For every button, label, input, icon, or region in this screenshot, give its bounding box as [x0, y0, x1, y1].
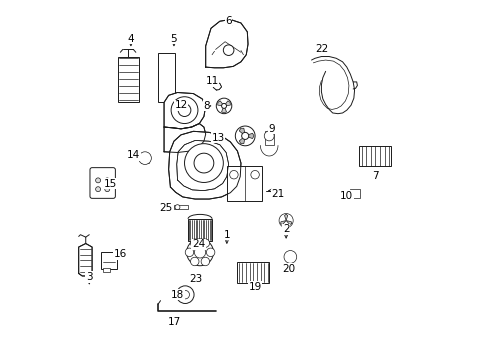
Polygon shape [79, 243, 92, 276]
Text: 17: 17 [167, 317, 180, 327]
Circle shape [221, 103, 226, 108]
Text: 7: 7 [371, 171, 378, 181]
Text: 3: 3 [86, 272, 92, 282]
Polygon shape [244, 133, 253, 139]
Polygon shape [221, 106, 226, 113]
Text: 9: 9 [268, 124, 275, 134]
Text: 13: 13 [211, 133, 224, 143]
Polygon shape [164, 93, 205, 129]
Text: 10: 10 [340, 191, 353, 201]
Polygon shape [284, 214, 287, 221]
Polygon shape [168, 131, 241, 199]
Polygon shape [176, 140, 228, 190]
Circle shape [178, 104, 190, 117]
Circle shape [171, 97, 198, 123]
Circle shape [139, 152, 151, 165]
Text: 16: 16 [113, 249, 127, 259]
Circle shape [190, 257, 199, 266]
Text: 8: 8 [203, 101, 209, 111]
Circle shape [194, 153, 213, 173]
Text: 22: 22 [315, 45, 328, 54]
Bar [358, 147, 390, 166]
Circle shape [250, 171, 259, 179]
Circle shape [206, 248, 214, 257]
Circle shape [347, 190, 352, 196]
Circle shape [190, 239, 199, 247]
Bar [237, 262, 269, 283]
Text: 24: 24 [192, 239, 205, 249]
FancyBboxPatch shape [90, 168, 115, 198]
Bar [188, 219, 212, 241]
Bar [103, 268, 110, 273]
Text: 20: 20 [282, 264, 295, 274]
Circle shape [235, 126, 255, 146]
Bar [101, 252, 117, 269]
Polygon shape [217, 101, 224, 106]
Circle shape [175, 205, 180, 210]
Bar [158, 53, 175, 102]
Text: 15: 15 [103, 179, 117, 189]
Circle shape [96, 178, 101, 183]
Bar [264, 131, 273, 145]
Circle shape [241, 132, 248, 139]
Polygon shape [239, 128, 244, 136]
Circle shape [284, 251, 296, 263]
Circle shape [96, 187, 101, 192]
Text: 25: 25 [159, 203, 172, 212]
Text: 19: 19 [248, 282, 261, 292]
Bar [349, 189, 360, 198]
Polygon shape [212, 82, 221, 90]
Bar [226, 166, 262, 201]
Polygon shape [224, 101, 230, 106]
Circle shape [279, 213, 293, 228]
Circle shape [184, 144, 223, 183]
Circle shape [104, 178, 109, 183]
Circle shape [181, 291, 189, 299]
Circle shape [104, 187, 109, 192]
Text: 12: 12 [174, 100, 187, 110]
Circle shape [201, 257, 209, 266]
Text: 21: 21 [271, 189, 285, 199]
Text: 6: 6 [225, 16, 231, 26]
Text: 4: 4 [127, 34, 134, 44]
Circle shape [264, 131, 274, 141]
Polygon shape [280, 221, 285, 224]
Circle shape [185, 248, 193, 257]
Text: 18: 18 [170, 290, 183, 300]
Text: 1: 1 [223, 230, 230, 240]
Polygon shape [285, 221, 291, 224]
Text: 14: 14 [126, 150, 140, 160]
Circle shape [201, 239, 209, 247]
Circle shape [186, 239, 213, 266]
Bar [118, 57, 139, 102]
Circle shape [194, 247, 205, 258]
Polygon shape [164, 123, 205, 153]
Polygon shape [239, 136, 244, 144]
Bar [174, 206, 188, 209]
Text: 11: 11 [205, 76, 218, 86]
Polygon shape [205, 19, 247, 68]
Text: 2: 2 [282, 224, 289, 234]
Circle shape [176, 286, 194, 303]
Text: 5: 5 [170, 34, 177, 44]
Circle shape [216, 98, 231, 114]
Circle shape [223, 45, 233, 55]
Circle shape [229, 171, 238, 179]
Text: 23: 23 [189, 274, 202, 284]
